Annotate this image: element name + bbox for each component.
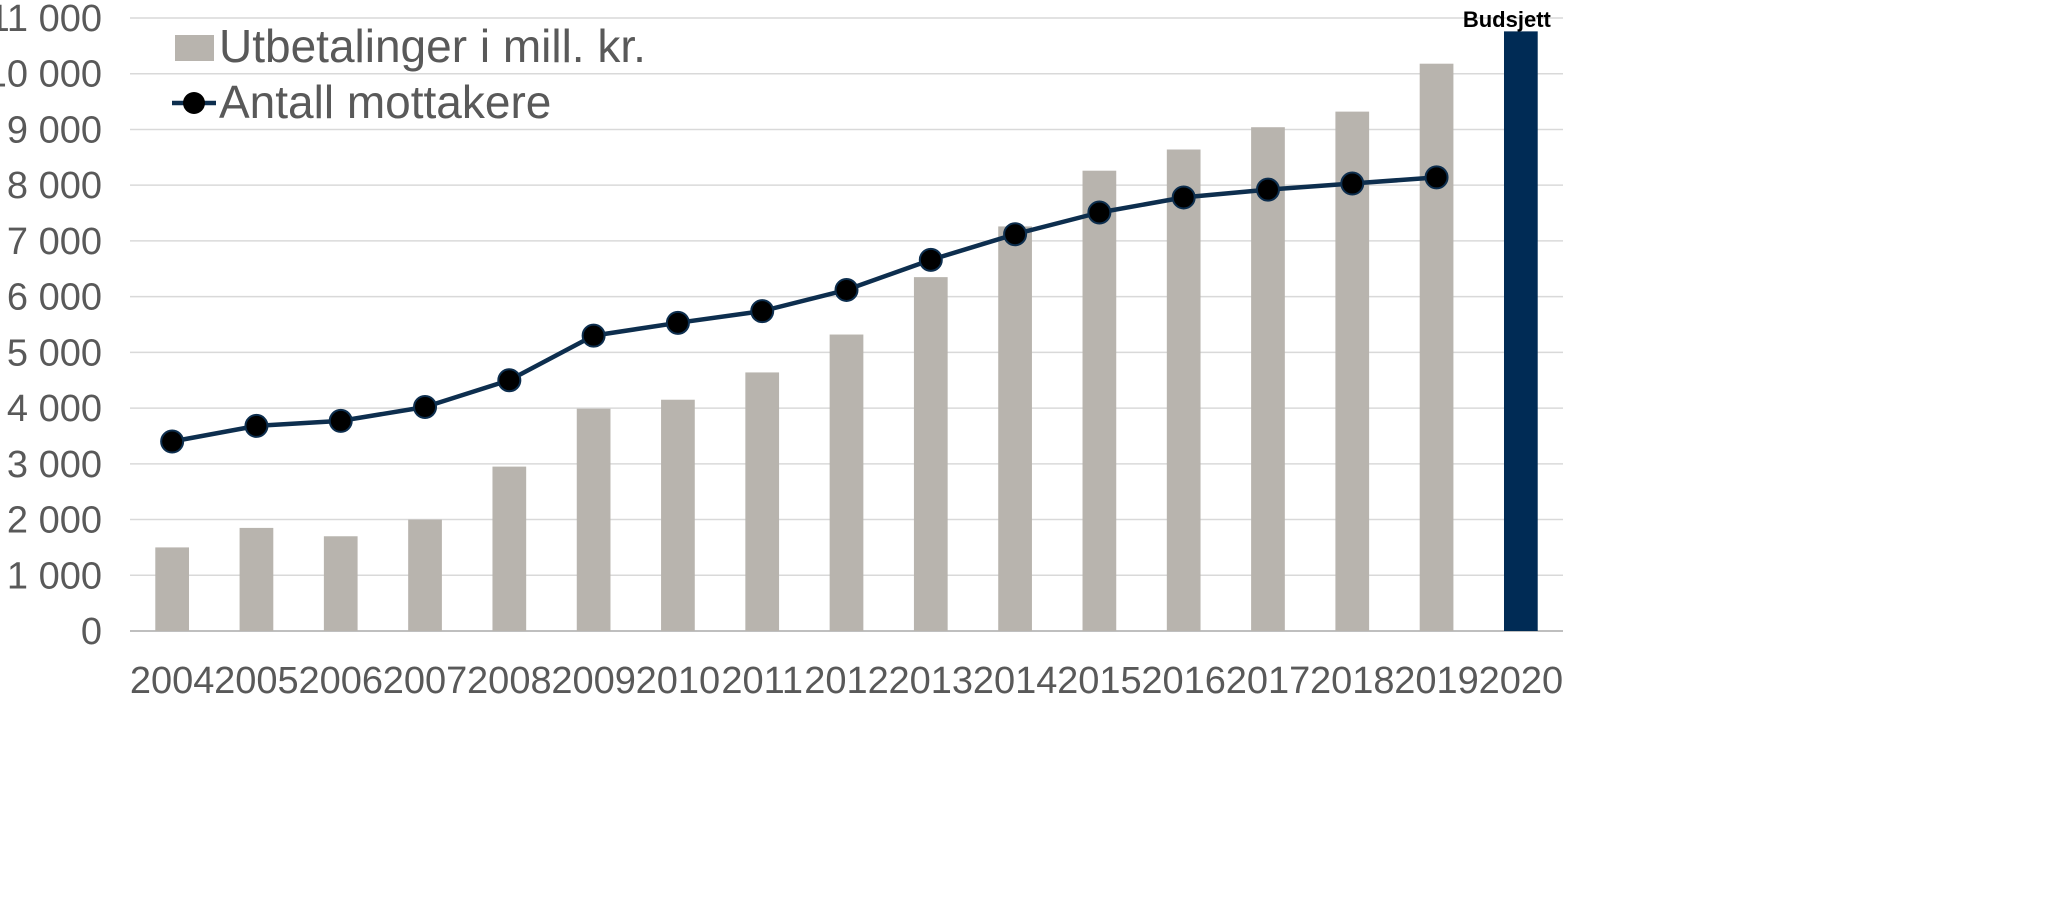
x-tick-label: 2018 [1310, 660, 1395, 702]
line-marker [665, 310, 690, 335]
annotation-label: Budsjett [1463, 7, 1552, 32]
bar [661, 399, 695, 631]
y-tick-label: 5 000 [7, 332, 102, 374]
bar [745, 372, 780, 631]
annotations: Budsjett [1463, 7, 1552, 32]
y-tick-label: 2 000 [7, 500, 102, 542]
bar [1335, 111, 1370, 631]
bar [1166, 149, 1201, 631]
y-axis-tick-labels: 0 1 000 2 000 3 000 4 000 5 000 6 000 7 000 8 00… [0, 0, 102, 653]
line-marker [1255, 177, 1280, 202]
line-path [171, 175, 1437, 444]
x-tick-label: 2004 [130, 660, 215, 702]
line-marker [1003, 222, 1028, 247]
line-marker [834, 277, 859, 302]
bar [913, 277, 948, 631]
bar [323, 536, 358, 631]
y-tick-label: 11 000 [0, 0, 102, 40]
line-marker [1171, 185, 1196, 210]
bar [829, 334, 864, 631]
legend-bar-swatch [175, 35, 214, 61]
line-marker [1087, 200, 1112, 225]
line-marker [244, 413, 269, 438]
line-marker [918, 247, 943, 272]
legend-bar-label: Utbetalinger i mill. kr. [219, 20, 646, 72]
line-marker [160, 429, 185, 454]
bar-highlight [1503, 31, 1538, 631]
x-tick-label: 2007 [383, 660, 468, 702]
y-tick-label: 3 000 [7, 444, 102, 486]
y-tick-label: 6 000 [7, 277, 102, 319]
line-marker [1424, 165, 1449, 190]
bar [155, 547, 190, 631]
x-tick-label: 2008 [467, 660, 552, 702]
bar [1251, 127, 1285, 631]
y-tick-label: 1 000 [7, 555, 102, 597]
line-series [160, 165, 1449, 454]
x-tick-label: 2020 [1479, 660, 1564, 702]
line-marker [750, 299, 775, 324]
y-tick-label: 10 000 [0, 54, 102, 96]
x-tick-label: 2013 [889, 660, 974, 702]
x-tick-label: 2006 [298, 660, 383, 702]
x-tick-label: 2019 [1394, 660, 1479, 702]
bar [576, 408, 611, 631]
legend-line-label: Antall mottakere [219, 76, 551, 128]
y-tick-label: 9 000 [7, 109, 102, 151]
x-axis-tick-labels: 2004 2005 2006 2007 2008 2009 2010 2011 2012 2013… [130, 660, 1563, 702]
x-tick-label: 2012 [804, 660, 889, 702]
line-marker [328, 408, 353, 433]
x-tick-label: 2005 [214, 660, 299, 702]
x-tick-label: 2015 [1057, 660, 1142, 702]
y-tick-label: 8 000 [7, 165, 102, 207]
legend: Utbetalinger i mill. kr. Antall mottaker… [172, 20, 646, 128]
line-marker [1340, 171, 1365, 196]
bar [492, 466, 527, 631]
x-tick-label: 2009 [551, 660, 636, 702]
line-marker [581, 323, 606, 348]
bar-series [155, 31, 1538, 632]
bar [408, 519, 442, 631]
line-marker [497, 368, 522, 393]
bar [1082, 170, 1117, 631]
x-tick-label: 2011 [721, 660, 803, 702]
x-tick-label: 2017 [1226, 660, 1311, 702]
bar [998, 226, 1032, 632]
y-tick-label: 0 [81, 611, 102, 653]
legend-line-marker [183, 92, 205, 114]
bar [1419, 63, 1454, 632]
x-tick-label: 2014 [973, 660, 1058, 702]
y-tick-label: 7 000 [7, 221, 102, 263]
x-tick-label: 2016 [1141, 660, 1226, 702]
y-tick-label: 4 000 [7, 388, 102, 430]
x-tick-label: 2010 [636, 660, 721, 702]
bar [239, 527, 274, 631]
line-marker [413, 394, 438, 419]
